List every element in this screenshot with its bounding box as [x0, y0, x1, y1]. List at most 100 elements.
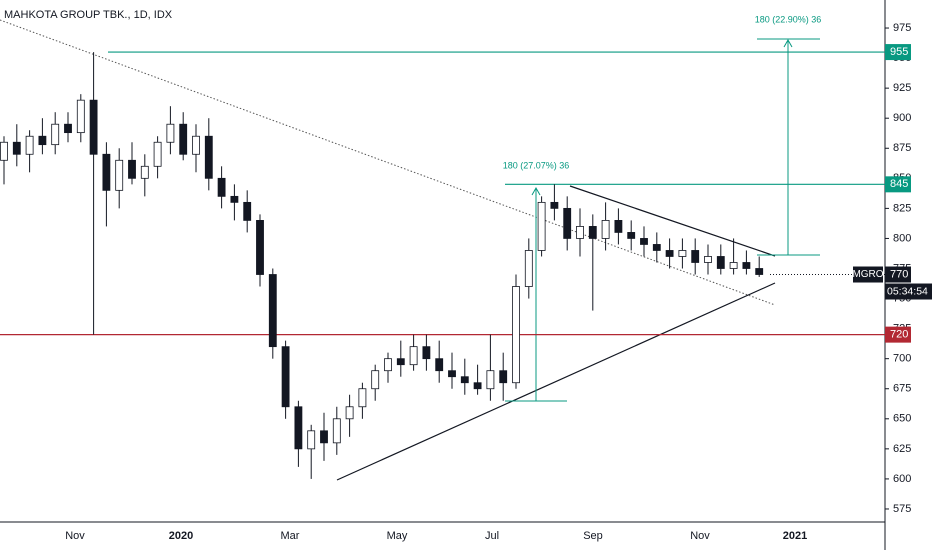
- candle-body: [256, 220, 264, 275]
- candle-body: [0, 141, 8, 161]
- candle-body: [25, 135, 34, 155]
- y-tick-label: 925: [893, 82, 911, 94]
- y-tick-label: 600: [893, 473, 911, 485]
- candle-body: [358, 388, 367, 408]
- candle-body: [537, 201, 546, 251]
- candle-body: [486, 370, 495, 390]
- measure-left: [505, 186, 567, 402]
- candle-body: [588, 226, 597, 239]
- y-tick-label: 975: [893, 22, 911, 34]
- candle-body: [665, 250, 674, 257]
- measure-label: 180 (22.90%) 36: [755, 14, 822, 24]
- y-tick-label: 875: [893, 142, 911, 154]
- last-price-badge: [885, 266, 911, 283]
- candle-body: [563, 207, 572, 239]
- candle-body: [409, 346, 418, 366]
- y-tick-label: 900: [893, 112, 911, 124]
- candle-body: [217, 177, 226, 197]
- candle-body: [179, 123, 188, 155]
- candle-body: [512, 286, 520, 384]
- x-tick-label: Jul: [485, 530, 499, 542]
- candle-body: [115, 159, 124, 191]
- candle-body: [230, 195, 239, 203]
- x-tick-label: 2020: [169, 530, 193, 542]
- price-badge-label: 720: [890, 329, 908, 341]
- x-tick-label: May: [387, 530, 408, 542]
- countdown-badge: [885, 283, 932, 300]
- x-tick-label: Mar: [281, 530, 300, 542]
- candle-body: [332, 418, 341, 444]
- candle-body: [192, 135, 200, 155]
- candle-body: [729, 262, 738, 269]
- candle-body: [640, 238, 648, 245]
- x-tick-label: Nov: [690, 530, 710, 542]
- candle-body: [294, 406, 303, 450]
- candle-body: [524, 250, 533, 287]
- x-tick-label: 2021: [783, 530, 807, 542]
- measure-label: 180 (27.07%) 36: [503, 160, 570, 170]
- candle-body: [204, 135, 213, 179]
- symbol-badge-label: MGRO: [852, 269, 883, 280]
- symbol-badge: [853, 266, 883, 283]
- candle-body: [166, 123, 175, 143]
- candle-body: [64, 123, 72, 134]
- candle-body: [576, 226, 584, 239]
- candle-body: [89, 99, 98, 155]
- candle-body: [140, 165, 149, 179]
- candle-body: [320, 430, 328, 444]
- y-tick-label: 625: [893, 443, 911, 455]
- y-tick-label: 650: [893, 413, 911, 425]
- candle-body: [153, 141, 162, 167]
- price-badge-label: 845: [890, 178, 908, 190]
- candle-body: [627, 232, 636, 239]
- price-badge: [885, 326, 911, 343]
- candle-body: [499, 370, 508, 384]
- price-badge-label: 955: [890, 46, 908, 58]
- candle-body: [396, 358, 405, 366]
- candle-body: [76, 99, 85, 134]
- candle-body: [716, 256, 725, 269]
- chart-title: MAHKOTA GROUP TBK., 1D, IDX: [4, 9, 173, 21]
- candle-body: [384, 358, 392, 372]
- candle-body: [51, 123, 60, 146]
- price-badge: [885, 44, 911, 61]
- candle-body: [742, 262, 751, 269]
- candle-body: [38, 135, 47, 146]
- candle-body: [12, 141, 21, 155]
- candle-body: [345, 406, 354, 420]
- dotted-trendline: [0, 19, 776, 306]
- candle-body: [704, 256, 712, 263]
- candle-body: [678, 250, 687, 257]
- last-price-label: 770: [890, 268, 908, 280]
- candle-body: [755, 268, 764, 275]
- support-trendline: [336, 282, 776, 481]
- candle-body: [128, 159, 136, 179]
- y-tick-label: 800: [893, 232, 911, 244]
- candle-body: [281, 346, 290, 408]
- x-tick-label: Sep: [583, 530, 603, 542]
- resistance-trendline: [569, 185, 776, 257]
- price-badge: [885, 176, 911, 193]
- y-tick-label: 575: [893, 503, 911, 515]
- candle-body: [448, 370, 456, 378]
- y-tick-label: 700: [893, 353, 911, 365]
- candle-body: [371, 370, 380, 390]
- candle-body: [422, 346, 431, 360]
- candle-body: [307, 430, 316, 450]
- candle-body: [460, 376, 469, 384]
- candle-body: [691, 250, 700, 263]
- candle-body: [435, 358, 444, 372]
- candle-body: [652, 244, 661, 251]
- y-tick-label: 825: [893, 202, 911, 214]
- candle-body: [601, 220, 610, 239]
- candle-body: [102, 153, 111, 191]
- candle-body: [473, 382, 482, 390]
- measure-right: [757, 38, 820, 256]
- y-tick-label: 675: [893, 383, 911, 395]
- x-tick-label: Nov: [65, 530, 85, 542]
- candle-body: [614, 220, 623, 233]
- candle-body: [243, 201, 252, 221]
- candle-body: [268, 274, 277, 348]
